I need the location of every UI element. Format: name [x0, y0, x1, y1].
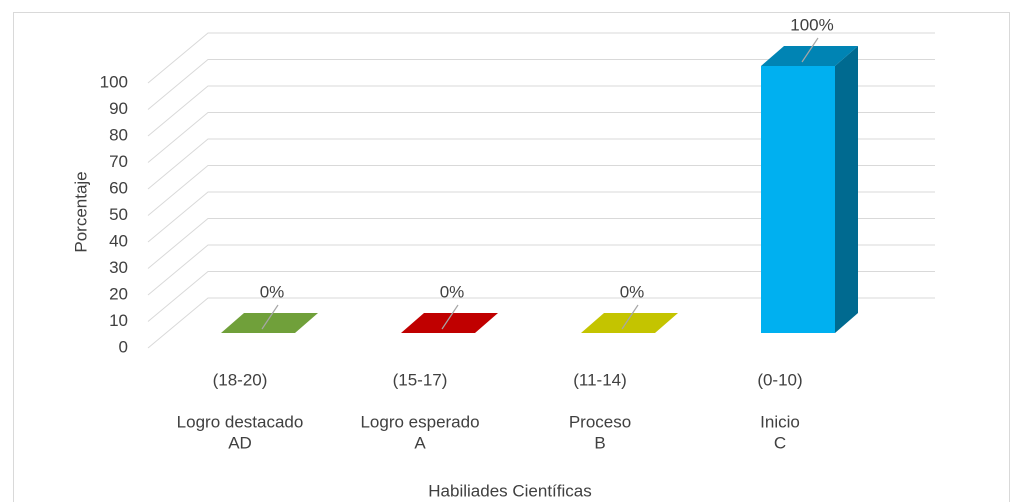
bar	[221, 313, 318, 333]
x-tick-label: (15-17)	[393, 370, 448, 389]
grid-line	[147, 271, 935, 322]
x-tick-label: A	[414, 433, 426, 452]
bar-top	[581, 313, 678, 333]
bar	[761, 46, 858, 333]
x-tick-label: C	[774, 433, 786, 452]
x-axis-label: Habiliades Científicas	[428, 481, 591, 500]
y-tick-label: 20	[109, 284, 128, 303]
x-tick-label: Logro destacado	[177, 412, 304, 431]
x-tick-label: (11-14)	[573, 370, 627, 389]
leader-line	[441, 304, 459, 330]
x-tick-label: Logro esperado	[360, 412, 479, 431]
bar-top	[401, 313, 498, 333]
bar	[401, 313, 498, 333]
y-tick-label: 0	[119, 337, 128, 356]
x-tick-label: Inicio	[760, 412, 800, 431]
y-tick-label: 80	[109, 125, 128, 144]
leader-line	[801, 37, 819, 63]
x-tick-label: Proceso	[569, 412, 631, 431]
x-tick-label: AD	[228, 433, 252, 452]
y-tick-label: 60	[109, 178, 128, 197]
y-tick-label: 100	[100, 72, 128, 91]
leader-line	[261, 304, 279, 330]
y-tick-label: 10	[109, 311, 128, 330]
grid-line	[147, 218, 935, 269]
data-label: 0%	[620, 282, 645, 301]
bar-top	[221, 313, 318, 333]
grid-line	[147, 138, 935, 190]
x-tick-label: B	[594, 433, 605, 452]
grid-line	[147, 297, 935, 349]
bar-side	[835, 46, 858, 333]
grid-line	[147, 191, 935, 243]
bar-top	[761, 46, 858, 66]
leader-line	[621, 304, 639, 330]
x-tick-label: (18-20)	[213, 370, 268, 389]
bar-front	[761, 66, 835, 333]
grid-line	[147, 32, 935, 84]
grid-line	[147, 165, 935, 216]
y-tick-label: 70	[109, 152, 128, 171]
data-label: 0%	[440, 282, 465, 301]
y-tick-label: 50	[109, 205, 128, 224]
data-label: 100%	[790, 15, 833, 34]
grid-line	[147, 59, 935, 110]
y-tick-label: 30	[109, 258, 128, 277]
x-tick-label: (0-10)	[757, 370, 802, 389]
data-label: 0%	[260, 282, 285, 301]
grid-line	[147, 244, 935, 296]
y-axis-label: Porcentaje	[71, 171, 90, 252]
grid-line	[147, 112, 935, 163]
grid-line	[147, 85, 935, 137]
y-tick-label: 90	[109, 99, 128, 118]
chart-border	[13, 12, 1010, 502]
y-tick-label: 40	[109, 231, 128, 250]
bar	[581, 313, 678, 333]
